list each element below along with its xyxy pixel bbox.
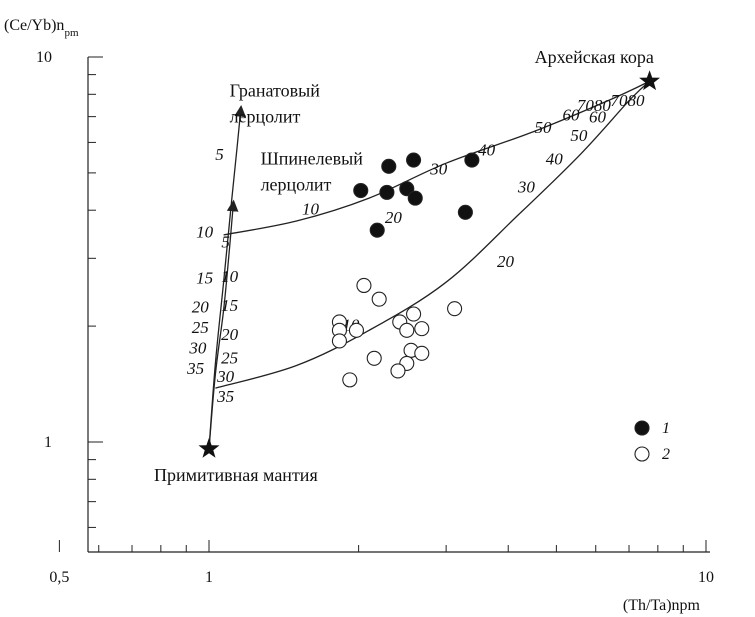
curve-label: 15	[196, 269, 213, 288]
curve-label: 20	[192, 297, 210, 316]
endmember-label: Архейская кора	[535, 47, 654, 67]
x-axis-label: (Th/Ta)npm	[623, 597, 701, 614]
axis-ticks	[58, 56, 707, 552]
legend-marker	[634, 420, 650, 436]
mixing-curves	[208, 80, 651, 449]
curve-label: 30	[517, 177, 536, 196]
curve-label: 50	[535, 118, 553, 137]
curve-label: 10	[196, 222, 214, 241]
annotations: Гранатовый лерцолит Шпинелевый лерцолит	[230, 80, 364, 194]
curve-label: 7080	[610, 91, 645, 110]
y-axis-title: (Ce/Yb)npm	[4, 17, 79, 39]
curve-label: 5	[215, 145, 224, 164]
endmember-star	[639, 70, 660, 91]
endmember-label: Примитивная мантия	[154, 465, 318, 485]
curve-label: 10	[302, 199, 320, 218]
point-series-2	[366, 350, 382, 366]
point-series-1	[457, 204, 473, 220]
point-series-1	[381, 158, 397, 174]
point-series-1	[369, 222, 385, 238]
point-series-2	[414, 345, 430, 361]
point-series-2	[414, 321, 430, 337]
endmember-star	[198, 437, 220, 458]
curve-label: 40	[478, 140, 496, 159]
x-tick-label: 1	[205, 569, 213, 586]
curve-label: 25	[192, 318, 209, 337]
point-series-1	[407, 190, 423, 206]
curve-label: 7080	[577, 96, 612, 115]
curve-label: 25	[221, 348, 238, 367]
annotation-label: лерцолит	[230, 107, 301, 127]
point-series-2	[342, 372, 358, 388]
point-series-2	[399, 322, 415, 338]
legend-marker	[634, 446, 650, 462]
point-series-1	[464, 152, 480, 168]
curve-label: 30	[188, 338, 207, 357]
y-axis-label: (Ce/Yb)npm	[4, 17, 79, 39]
point-series-1	[353, 182, 369, 199]
curve-garnet-lherzolite-melting	[208, 104, 246, 449]
point-series-2	[348, 322, 364, 338]
curve-label: 20	[497, 252, 515, 271]
curve-label: 5	[221, 233, 230, 252]
curve-label: 40	[546, 150, 564, 169]
endmembers: Примитивная мантия Архейская кора	[154, 47, 660, 485]
curve-label: 35	[216, 387, 234, 406]
y-tick-label: 10	[36, 49, 52, 66]
curve-label: 10	[221, 267, 239, 286]
point-series-1	[399, 181, 415, 197]
curve-label: 20	[385, 208, 403, 227]
annotation-label: Шпинелевый	[261, 149, 364, 169]
point-series-2	[331, 333, 347, 349]
point-series-2	[406, 306, 422, 322]
curve-label: 60	[589, 108, 607, 127]
curve-label: 50	[570, 126, 588, 145]
curve-label: 35	[186, 359, 204, 378]
data-points	[331, 152, 480, 388]
annotation-label: лерцолит	[261, 175, 332, 195]
curve-mixing-spinel-crust	[223, 80, 650, 236]
curve-label: 15	[221, 296, 238, 315]
legend-label: 2	[662, 446, 670, 463]
x-tick-label: 10	[698, 569, 714, 586]
x-tick-label: 0,5	[49, 569, 69, 586]
curve-label: 30	[429, 160, 448, 179]
curve-label: 20	[221, 325, 239, 344]
legend: 12	[634, 420, 670, 463]
point-series-2	[447, 301, 463, 317]
legend-label: 1	[662, 420, 670, 437]
point-series-2	[371, 291, 387, 307]
annotation-label: Гранатовый	[230, 80, 321, 100]
point-series-2	[390, 363, 406, 379]
point-series-1	[406, 152, 422, 168]
y-tick-label: 1	[44, 434, 52, 451]
point-series-1	[379, 184, 395, 200]
curve-label: 60	[562, 105, 580, 124]
curve-mixing-garnet-crust	[215, 80, 651, 389]
point-series-2	[356, 277, 372, 294]
curve-label: 30	[216, 367, 235, 386]
tick-labels: 0,5 1 10 1 10	[36, 49, 714, 586]
